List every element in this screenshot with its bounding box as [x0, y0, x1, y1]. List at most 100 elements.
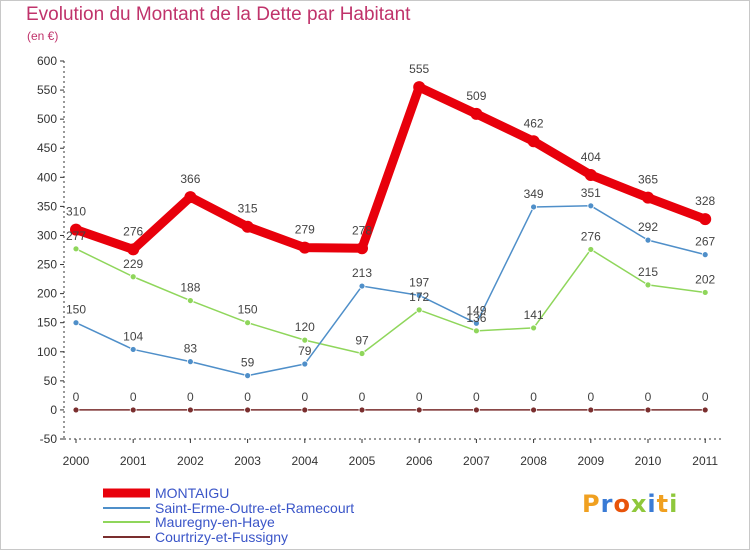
y-tick-label: 50: [44, 374, 58, 388]
y-tick-label: 550: [37, 83, 57, 97]
data-point: [244, 406, 252, 414]
data-point: [701, 406, 709, 414]
x-tick-label: 2001: [120, 454, 147, 468]
data-point: [127, 243, 140, 256]
axes: -50 0 50 100 150 200 250 300 350 400 450 500 550 600 2…: [37, 54, 724, 468]
y-tick-label: 0: [50, 403, 57, 417]
x-tick-label: 2007: [463, 454, 490, 468]
chart-title: Evolution du Montant de la Dette par Hab…: [26, 4, 411, 25]
data-label: 0: [187, 390, 194, 404]
y-tick-label: 100: [37, 345, 57, 359]
data-point: [186, 297, 194, 304]
data-label: 0: [587, 390, 594, 404]
data-label: 365: [638, 173, 658, 187]
data-label: 0: [244, 390, 251, 404]
data-label: 278: [352, 223, 372, 237]
series-montaigu: [70, 81, 712, 256]
data-label: 0: [473, 390, 480, 404]
data-point: [70, 223, 82, 236]
data-point: [584, 168, 597, 181]
data-label: 292: [638, 220, 658, 234]
y-tick-label: 150: [37, 316, 57, 330]
legend: MONTAIGUSaint-Erme-Outre-et-RamecourtMau…: [103, 485, 354, 545]
data-label: 141: [524, 308, 544, 322]
data-point: [701, 251, 709, 259]
data-point: [642, 191, 654, 204]
data-label: 202: [695, 272, 715, 286]
series-layer: [70, 81, 712, 414]
data-label: 79: [298, 344, 312, 358]
data-point: [298, 241, 311, 254]
data-point: [241, 220, 254, 233]
legend-label: Saint-Erme-Outre-et-Ramecourt: [155, 500, 354, 516]
data-label: 0: [530, 390, 537, 404]
series-line: [71, 82, 710, 254]
data-point: [129, 406, 137, 414]
y-tick-label: -50: [40, 432, 58, 446]
data-point: [701, 289, 709, 296]
proxiti-logo: Proxiti: [582, 490, 678, 518]
x-tick-label: 2002: [177, 454, 204, 468]
legend-label: Mauregny-en-Haye: [155, 514, 275, 530]
data-point: [587, 202, 595, 210]
data-point: [415, 406, 423, 414]
y-tick-label: 250: [37, 258, 57, 272]
data-label: 59: [241, 356, 255, 370]
data-label: 104: [123, 329, 143, 343]
data-point: [186, 358, 194, 366]
data-label: 276: [123, 224, 143, 238]
data-label: 0: [645, 390, 652, 404]
data-point: [72, 406, 80, 414]
data-label: 188: [180, 281, 200, 295]
data-point: [72, 245, 80, 253]
x-tick-label: 2006: [406, 454, 433, 468]
data-label: 279: [295, 223, 315, 237]
data-label: 83: [184, 342, 198, 356]
data-point: [472, 319, 480, 327]
data-label: 0: [301, 390, 308, 404]
data-point: [72, 319, 80, 327]
y-tick-label: 300: [37, 228, 57, 242]
data-label: 267: [695, 235, 715, 249]
data-label: 310: [66, 205, 86, 219]
y-tick-label: 400: [37, 170, 57, 184]
data-point: [587, 246, 595, 253]
x-tick-label: 2003: [234, 454, 261, 468]
logo-letter: x: [630, 490, 648, 518]
logo-letter: o: [613, 490, 631, 518]
data-point: [301, 406, 309, 414]
data-point: [244, 319, 252, 327]
data-point: [644, 236, 652, 244]
data-point: [301, 336, 309, 344]
series-courtrizy-et-fussigny: [72, 406, 709, 414]
x-tick-label: 2010: [635, 454, 662, 468]
y-tick-label: 500: [37, 112, 57, 126]
y-tick-label: 450: [37, 141, 57, 155]
data-label: 0: [416, 390, 423, 404]
logo-letter: i: [669, 490, 679, 518]
data-label: 276: [581, 229, 601, 243]
data-point: [415, 291, 423, 299]
logo-letter: t: [656, 490, 670, 518]
data-label: 197: [409, 275, 429, 289]
data-label: 97: [355, 334, 369, 348]
data-point: [415, 306, 423, 314]
data-point: [470, 107, 483, 120]
data-label: 366: [180, 172, 200, 186]
data-label: 0: [359, 390, 366, 404]
data-labels-layer: 0 0 0 0 0 0 0 0 0 0 0 0 277 229 188 150 120 97 172 136 141 27…: [66, 62, 716, 404]
logo-letter: i: [647, 490, 657, 518]
data-point: [530, 203, 537, 211]
data-label: 509: [466, 89, 486, 103]
data-point: [413, 81, 426, 94]
x-tick-label: 2008: [520, 454, 547, 468]
data-label: 136: [466, 311, 486, 325]
data-point: [472, 327, 480, 335]
data-point: [301, 360, 309, 368]
data-label: 0: [73, 390, 80, 404]
data-point: [129, 273, 137, 281]
y-tick-label: 200: [37, 287, 57, 301]
series-saint-erme-outre-et-ramecourt: [72, 202, 709, 380]
data-label: 328: [695, 194, 715, 208]
series-line: [75, 248, 706, 355]
